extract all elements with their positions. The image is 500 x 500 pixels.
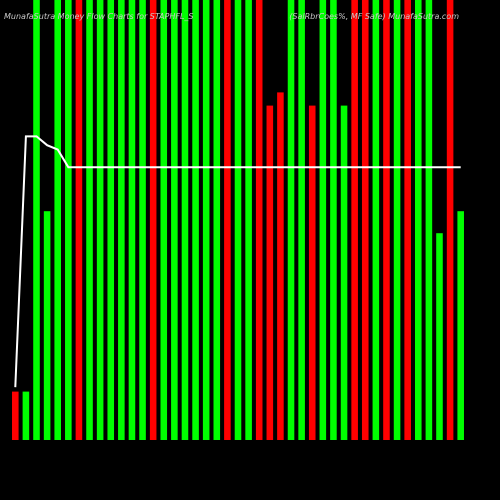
- bar-41: [446, 0, 454, 440]
- bar-26: [287, 0, 295, 440]
- bar-10: [118, 0, 125, 440]
- bar-2: [33, 0, 40, 440]
- bar-35: [383, 0, 390, 440]
- bar-16: [181, 0, 189, 440]
- bar-11: [128, 0, 136, 440]
- bar-20: [224, 0, 231, 440]
- bar-14: [160, 0, 168, 440]
- bar-9: [107, 0, 115, 440]
- bar-6: [75, 0, 83, 440]
- bar-30: [330, 0, 337, 440]
- bars-group: [12, 0, 464, 441]
- bar-3: [43, 211, 51, 440]
- bar-17: [192, 0, 199, 440]
- bar-24: [266, 105, 274, 440]
- bar-8: [96, 0, 104, 440]
- bar-15: [171, 0, 178, 440]
- chart-title-left: MunafaSutra Money Flow Charts for STAPHF…: [4, 12, 194, 21]
- bar-5: [65, 0, 72, 440]
- bar-33: [361, 0, 369, 440]
- bar-36: [393, 0, 401, 440]
- bar-32: [351, 0, 358, 440]
- bar-25: [277, 92, 284, 441]
- bar-28: [308, 105, 316, 440]
- bar-40: [436, 233, 443, 440]
- bar-13: [149, 0, 157, 440]
- bar-29: [319, 0, 327, 440]
- bar-39: [425, 0, 433, 440]
- bar-12: [139, 0, 146, 440]
- bar-0: [12, 391, 19, 440]
- bar-1: [22, 391, 30, 440]
- chart-title-right: (SalRbrCoes%, MF Safe) MunafaSutra.com: [289, 12, 459, 21]
- bar-22: [245, 0, 252, 440]
- bar-4: [54, 0, 61, 440]
- bar-23: [255, 0, 263, 440]
- bar-19: [213, 0, 221, 440]
- bar-42: [457, 211, 464, 440]
- bar-18: [202, 0, 210, 440]
- bar-7: [86, 0, 93, 440]
- bar-27: [298, 0, 305, 440]
- bar-34: [372, 0, 380, 440]
- bar-37: [404, 0, 411, 440]
- bar-31: [340, 105, 348, 440]
- bar-21: [234, 0, 242, 440]
- bar-38: [414, 0, 422, 440]
- money-flow-line: [14, 135, 461, 388]
